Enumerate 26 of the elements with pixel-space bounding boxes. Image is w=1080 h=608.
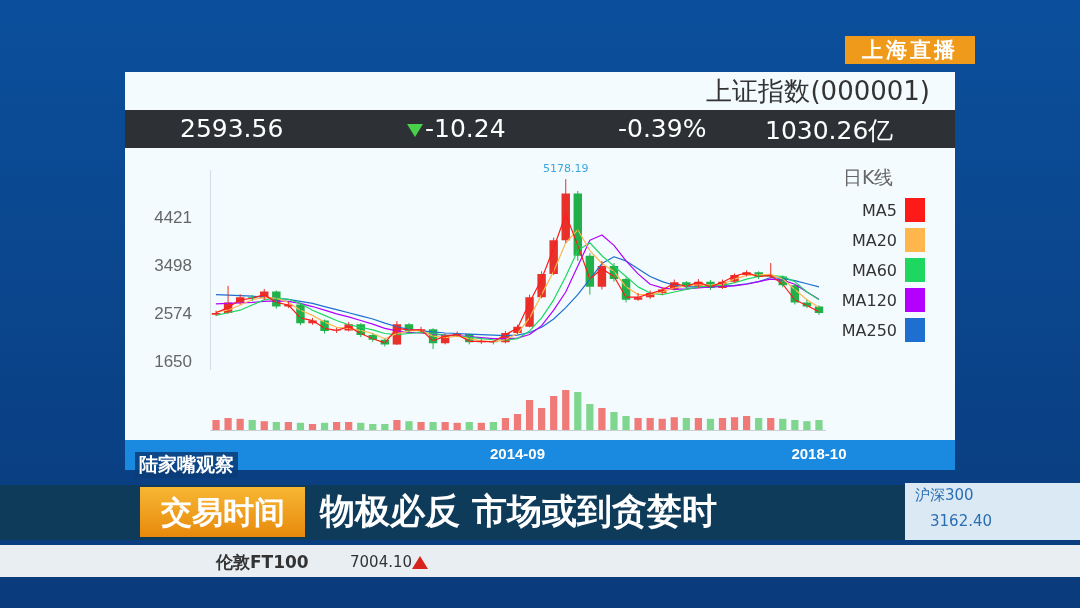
text: 7004.10	[350, 553, 413, 571]
text: 3162.40	[930, 512, 993, 530]
text: 伦敦FT100	[216, 551, 309, 574]
legend-title: 日K线	[843, 165, 895, 190]
chart-title: 上证指数(000001)	[706, 75, 930, 108]
x-tick-label: 2014-09	[489, 445, 546, 463]
y-tick-label: 2574	[154, 303, 192, 323]
y-tick-label: 1650	[154, 351, 192, 371]
text: -10.24	[425, 114, 506, 143]
legend-label: MA60	[851, 260, 897, 280]
legend-label: MA5	[862, 200, 897, 220]
legend-label: MA20	[851, 230, 897, 250]
text: 物极必反 市场或到贪婪时	[320, 490, 718, 533]
text: 1030.26亿	[765, 115, 894, 147]
x-tick-label: 2018-10	[791, 445, 847, 463]
text: 陆家嘴观察	[135, 452, 238, 478]
legend-label: MA120	[841, 290, 897, 310]
annotation: 5178.19	[542, 162, 589, 176]
y-tick-label: 4421	[154, 208, 192, 228]
text: -0.39%	[618, 114, 707, 143]
text: 2593.56	[180, 114, 284, 143]
y-tick-label: 3498	[154, 255, 192, 275]
legend-label: MA250	[841, 320, 897, 340]
text: 沪深300	[915, 486, 974, 505]
text: 上海直播	[845, 36, 975, 64]
text: 交易时间	[140, 487, 305, 537]
